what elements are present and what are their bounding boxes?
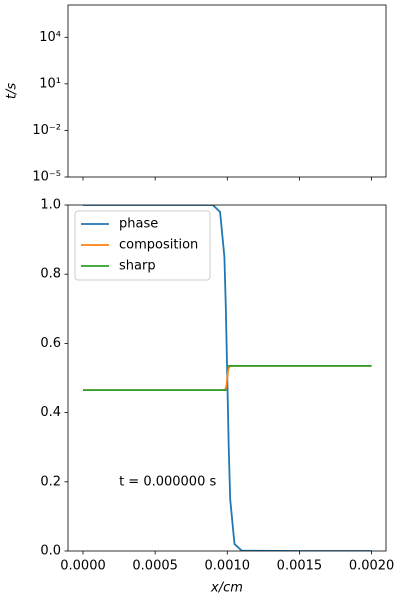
y-tick-label: 0.0 (40, 544, 61, 559)
legend-label: sharp (119, 259, 156, 274)
legend-label: phase (119, 217, 158, 232)
y-tick-label: 10⁻² (32, 123, 61, 138)
y-tick-label: 0.2 (40, 474, 61, 489)
legend-box (74, 210, 211, 281)
x-tick-label: 0.0000 (60, 559, 106, 574)
y-tick-label: 10⁴ (39, 30, 61, 45)
legend-label: composition (119, 238, 198, 253)
y-tick-label: 1.0 (40, 198, 61, 213)
x-axis-label: x/cm (210, 581, 243, 596)
x-tick-label: 0.0005 (132, 559, 178, 574)
y-tick-label: 10¹ (39, 76, 61, 91)
y-tick-label: 10⁻⁵ (32, 170, 61, 185)
annotation: t = 0.000000 s (119, 474, 216, 489)
axes-frame (67, 4, 387, 178)
series-line (83, 364, 372, 392)
y-tick-label: 0.4 (40, 405, 61, 420)
x-tick-label: 0.0015 (277, 559, 323, 574)
y-tick-label: 0.8 (40, 267, 61, 282)
y-axis-label: t/s (5, 83, 20, 99)
x-tick-label: 0.0010 (205, 559, 251, 574)
x-tick-label: 0.0020 (349, 559, 395, 574)
y-tick-label: 0.6 (40, 336, 61, 351)
